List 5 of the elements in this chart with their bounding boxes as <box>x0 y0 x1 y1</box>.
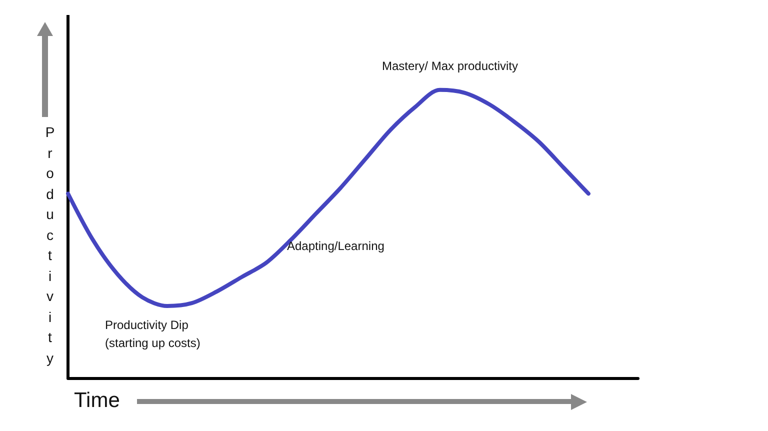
x-axis-title: Time <box>74 389 120 413</box>
annotation: Productivity Dip (starting up costs) <box>105 317 200 352</box>
annotation: Adapting/Learning <box>287 238 384 255</box>
text: Mastery/ Max productivity <box>382 58 518 75</box>
text: Productivity <box>45 124 55 366</box>
